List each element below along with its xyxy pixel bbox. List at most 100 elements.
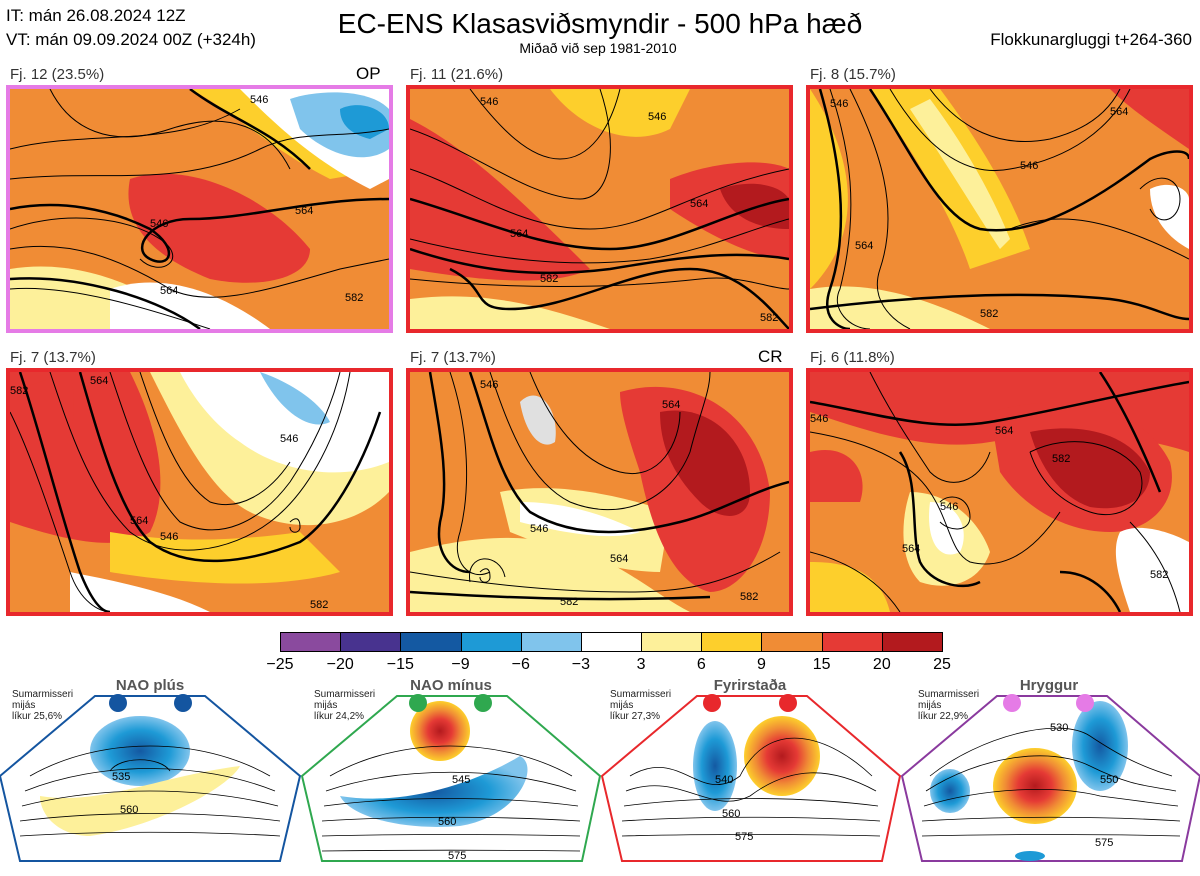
contour-label: 564 — [160, 285, 178, 297]
colorbar-swatch — [400, 632, 462, 652]
contour-label: 546 — [160, 531, 178, 543]
contour-label: 535 — [112, 771, 130, 783]
init-time: IT: mán 26.08.2024 12Z — [6, 6, 186, 25]
contour-label: 530 — [1050, 722, 1068, 734]
regime-season: Sumarmisseri mijás líkur 24,2% — [314, 689, 375, 722]
contour-label: 546 — [530, 523, 548, 535]
page-subtitle: Miðað við sep 1981-2010 — [519, 40, 677, 56]
contour-label: 564 — [610, 553, 628, 565]
contour-label: 564 — [90, 375, 108, 387]
anomaly-map: 546 564 582 546 564 — [10, 89, 389, 329]
contour-label: 582 — [345, 292, 363, 304]
anomaly-map: 582 546 546 564 564 582 — [10, 372, 389, 612]
contour-label: 582 — [310, 599, 328, 611]
panel-label: Fj. 7 (13.7%) — [10, 349, 96, 366]
colorbar-swatch — [280, 632, 342, 652]
cluster-map-panel: 546 546 564 564 582 582 — [406, 368, 793, 616]
regime-season-line: mijás — [12, 700, 36, 711]
colorbar-swatch — [580, 632, 643, 652]
contour-label: 582 — [540, 273, 558, 285]
colorbar-tick-label: −25 — [266, 656, 294, 673]
contour-label: 564 — [690, 198, 708, 210]
contour-label: 560 — [120, 804, 138, 816]
contour-label: 546 — [648, 111, 666, 123]
regime-season: Sumarmisseri mijás líkur 25,6% — [12, 689, 73, 722]
panel-tag-op: OP — [356, 64, 381, 83]
panel-label: Fj. 6 (11.8%) — [810, 349, 895, 366]
classification-window: Flokkunargluggi t+264-360 — [990, 30, 1192, 49]
regime-season-line: mijás — [314, 700, 338, 711]
contour-label: 546 — [480, 96, 498, 108]
contour-label: 564 — [130, 515, 148, 527]
contour-label: 546 — [1020, 160, 1038, 172]
regime-probability: líkur 25,6% — [12, 711, 63, 722]
regime-name: NAO plús — [115, 677, 185, 694]
contour-label: 582 — [1150, 569, 1168, 581]
regime-season-line: Sumarmisseri — [918, 689, 980, 700]
regime-nao-minus: 545 560 575 — [300, 694, 602, 862]
regime-ridge: 530 550 575 — [900, 694, 1200, 862]
contour-label: 545 — [452, 774, 470, 786]
regime-name: Fyrirstaða — [713, 677, 787, 694]
regime-name: Hryggur — [1019, 677, 1079, 694]
cluster-map-panel: 582 546 546 564 564 582 — [6, 368, 393, 616]
cluster-map-panel: 546 546 564 564 582 582 — [806, 368, 1193, 616]
regime-season-line: Sumarmisseri — [314, 689, 376, 700]
contour-label: 564 — [510, 228, 528, 240]
contour-label: 546 — [280, 433, 298, 445]
colorbar-tick-label: 15 — [812, 656, 831, 673]
contour-label: 546 — [940, 501, 958, 513]
contour-label: 575 — [735, 831, 753, 843]
colorbar-swatch — [340, 632, 402, 652]
colorbar-tick-label: −3 — [571, 656, 591, 673]
contour-label: 564 — [1110, 106, 1128, 118]
contour-label: 582 — [760, 312, 778, 324]
colorbar-swatch — [641, 632, 703, 652]
contour-label: 550 — [1100, 774, 1118, 786]
cluster-map-panel: 546 564 582 546 564 — [6, 85, 393, 333]
colorbar-swatch — [761, 632, 823, 652]
regime-blocking: 540 560 575 — [600, 694, 902, 862]
regime-row: 535 560 545 560 575 — [0, 676, 1200, 871]
colorbar-swatch — [520, 632, 582, 652]
colorbar-tick-label: −15 — [386, 656, 414, 673]
contour-label: 564 — [295, 205, 313, 217]
panel-label: Fj. 8 (15.7%) — [810, 66, 896, 83]
contour-label: 582 — [560, 596, 578, 608]
regime-nao-plus: 535 560 — [0, 694, 302, 862]
regime-season-line: Sumarmisseri — [12, 689, 74, 700]
contour-label: 575 — [448, 850, 466, 862]
contour-label: 582 — [10, 385, 28, 397]
colorbar-swatch — [821, 632, 883, 652]
colorbar-tick-label: 25 — [933, 656, 951, 673]
colorbar-tick-label: −9 — [451, 656, 470, 673]
colorbar-ticks: −25 −20 −15 −9 −6 −3 3 6 9 15 20 25 — [266, 656, 950, 676]
contour-label: 564 — [995, 425, 1013, 437]
anomaly-map: 546 546 564 564 582 582 — [410, 89, 789, 329]
regime-season-line: mijás — [610, 700, 634, 711]
anomaly-map: 546 546 564 564 582 582 — [810, 372, 1189, 612]
page-title: EC-ENS Klasasviðsmyndir - 500 hPa hæð — [337, 8, 863, 39]
regime-probability: líkur 24,2% — [314, 711, 365, 722]
contour-label: 546 — [150, 218, 168, 230]
contour-label: 575 — [1095, 837, 1113, 849]
regime-season: Sumarmisseri mijás líkur 22,9% — [918, 689, 979, 722]
contour-label: 546 — [480, 379, 498, 391]
contour-label: 582 — [980, 308, 998, 320]
colorbar-swatch — [881, 632, 943, 652]
colorbar-tick-label: 20 — [872, 656, 891, 673]
contour-label: 560 — [438, 816, 456, 828]
cluster-map-panel: 546 546 564 564 582 — [806, 85, 1193, 333]
regime-season-line: Sumarmisseri — [610, 689, 672, 700]
regime-season: Sumarmisseri mijás líkur 27,3% — [610, 689, 671, 722]
contour-label: 540 — [715, 774, 733, 786]
anomaly-map: 546 546 564 564 582 — [810, 89, 1189, 329]
contour-label: 560 — [722, 808, 740, 820]
contour-label: 564 — [662, 399, 680, 411]
contour-label: 582 — [1052, 453, 1070, 465]
contour-label: 546 — [250, 94, 268, 106]
anomaly-map: 546 546 564 564 582 582 — [410, 372, 789, 612]
colorbar-tick-label: 3 — [636, 656, 646, 673]
colorbar-swatch — [460, 632, 522, 652]
valid-time: VT: mán 09.09.2024 00Z (+324h) — [6, 30, 256, 49]
